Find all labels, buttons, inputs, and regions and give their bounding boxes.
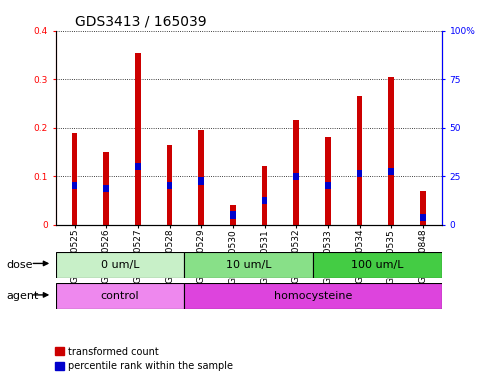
Bar: [135, 163, 141, 170]
Bar: [420, 214, 426, 221]
Bar: [199, 177, 204, 185]
Bar: [185, 283, 442, 309]
Legend: transformed count, percentile rank within the sample: transformed count, percentile rank withi…: [51, 343, 237, 375]
Bar: [294, 121, 299, 225]
Bar: [199, 130, 204, 225]
Text: control: control: [100, 291, 139, 301]
Bar: [230, 205, 236, 225]
Text: agent: agent: [6, 291, 39, 301]
Bar: [72, 132, 77, 225]
Bar: [325, 182, 331, 189]
Bar: [103, 152, 109, 225]
Bar: [294, 172, 299, 180]
Bar: [388, 168, 394, 175]
Text: homocysteine: homocysteine: [274, 291, 352, 301]
Text: 100 um/L: 100 um/L: [351, 260, 404, 270]
Bar: [262, 167, 268, 225]
Bar: [185, 252, 313, 278]
Bar: [420, 191, 426, 225]
Bar: [167, 145, 172, 225]
Bar: [56, 283, 185, 309]
Bar: [167, 182, 172, 189]
Bar: [72, 182, 77, 189]
Bar: [230, 211, 236, 218]
Bar: [103, 185, 109, 192]
Bar: [135, 53, 141, 225]
Bar: [262, 197, 268, 204]
Bar: [357, 170, 362, 177]
Text: GDS3413 / 165039: GDS3413 / 165039: [75, 14, 207, 28]
Bar: [325, 137, 331, 225]
Bar: [56, 252, 185, 278]
Bar: [357, 96, 362, 225]
Text: 10 um/L: 10 um/L: [226, 260, 271, 270]
Text: dose: dose: [6, 260, 33, 270]
Bar: [388, 77, 394, 225]
Text: 0 um/L: 0 um/L: [100, 260, 139, 270]
Bar: [313, 252, 442, 278]
